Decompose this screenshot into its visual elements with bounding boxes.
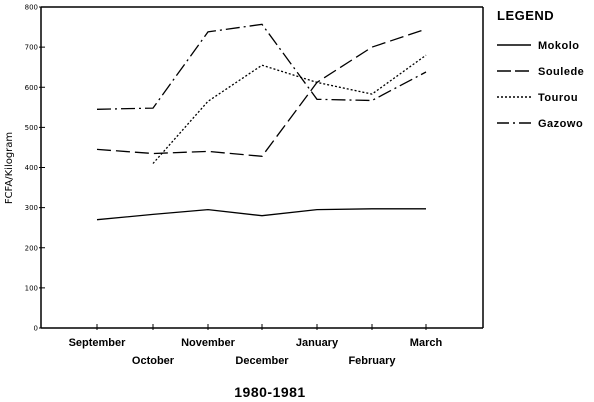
series-line-mokolo [96,208,426,221]
x-tick-label: March [410,337,443,349]
x-tick-label: February [348,355,396,367]
y-tick-label: 800 [25,4,38,12]
legend-title: LEGEND [497,8,554,23]
series-line-tourou [152,54,427,164]
x-tick-label: January [296,337,339,349]
x-tick-label: November [181,337,236,349]
legend-label-mokolo: Mokolo [538,40,580,52]
x-tick-label: October [132,355,175,367]
legend-label-tourou: Tourou [538,92,578,104]
y-tick-label: 600 [25,84,38,92]
legend-label-gazowo: Gazowo [538,118,583,130]
x-tick-label: December [235,355,289,367]
series-lines [96,23,427,221]
x-axis-ticks: September October November December January F… [69,324,443,367]
chart-axes [40,6,484,329]
x-axis-caption: 1980-1981 [234,384,305,400]
y-tick-label: 500 [25,124,38,132]
legend: LEGEND Mokolo Soulede Tourou Gazowo [497,8,584,130]
y-tick-label: 300 [25,204,38,212]
y-tick-label: 100 [25,284,38,292]
y-tick-label: 700 [25,44,38,52]
series-line-soulede [96,28,427,157]
series-line-gazowo [96,23,427,110]
y-axis-ticks: 0 100 200 300 400 500 600 700 800 [25,4,45,333]
y-tick-label: 0 [34,325,38,333]
y-tick-label: 400 [25,164,38,172]
legend-label-soulede: Soulede [538,66,584,78]
y-tick-label: 200 [25,244,38,252]
x-tick-label: September [69,337,127,349]
y-axis-label: FCFA/Kilogram [4,132,15,204]
